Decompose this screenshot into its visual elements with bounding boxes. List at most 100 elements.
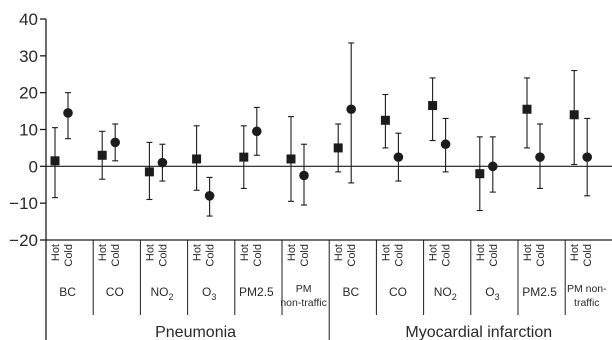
data-point-hot xyxy=(192,125,202,191)
data-point-hot xyxy=(569,70,579,166)
pollutant-label-line2: non-traffic xyxy=(280,297,327,309)
marker-square xyxy=(192,154,202,164)
marker-circle xyxy=(204,191,215,201)
data-point-cold xyxy=(251,106,262,156)
season-label-hot: Hot xyxy=(428,244,440,261)
season-label-hot: Hot xyxy=(333,244,345,261)
pollutant-label: PM2.5 xyxy=(522,285,557,299)
marker-circle xyxy=(346,104,357,115)
pollutant-label-group: BC xyxy=(59,285,76,299)
data-point-cold xyxy=(204,176,215,217)
y-tick-label: −10 xyxy=(9,194,38,213)
season-label-cold: Cold xyxy=(205,244,217,267)
season-label-cold: Cold xyxy=(346,244,358,267)
data-point-cold xyxy=(393,132,404,182)
pollutant-label: BC xyxy=(342,285,359,299)
data-point-hot xyxy=(380,93,390,149)
marker-circle xyxy=(63,108,73,118)
season-label-hot: Hot xyxy=(569,244,581,261)
marker-square xyxy=(50,156,60,166)
data-point-hot xyxy=(333,123,343,173)
data-point-hot xyxy=(239,125,249,189)
season-label-hot: Hot xyxy=(97,244,109,261)
y-tick-label: 10 xyxy=(19,121,38,140)
marker-square xyxy=(522,104,532,114)
marker-square xyxy=(428,101,438,111)
pollutant-label-group: PM non-traffic xyxy=(567,283,607,309)
pollutant-label: NO2 xyxy=(150,285,173,302)
y-tick-label: 20 xyxy=(19,84,38,103)
season-label-hot: Hot xyxy=(144,244,156,261)
pollutant-label-main: O xyxy=(485,285,494,299)
pollutant-label-group: BC xyxy=(342,285,359,299)
pollutant-label-group: CO xyxy=(106,285,124,299)
data-point-hot xyxy=(428,77,438,142)
marker-square xyxy=(569,110,579,120)
marker-circle xyxy=(251,126,262,137)
pollutant-label-group: PM2.5 xyxy=(239,285,274,299)
season-label-cold: Cold xyxy=(299,244,311,267)
season-label-cold: Cold xyxy=(157,244,169,267)
season-label-hot: Hot xyxy=(239,244,251,261)
pollutant-label: PM2.5 xyxy=(239,285,274,299)
pollutant-label-subscript: 2 xyxy=(452,292,457,302)
data-point-cold xyxy=(63,92,73,140)
season-label-cold: Cold xyxy=(63,244,75,267)
pollutant-label-group: CO xyxy=(389,285,407,299)
season-label-cold: Cold xyxy=(582,244,594,267)
data-point-hot xyxy=(286,116,296,202)
pollutant-label-line2: traffic xyxy=(574,297,599,309)
data-point-cold xyxy=(535,123,545,189)
outcome-label: Pneumonia xyxy=(155,324,236,340)
pollutant-label-group: O3 xyxy=(202,285,216,302)
data-point-cold xyxy=(488,136,498,193)
marker-square xyxy=(475,169,485,179)
data-point-cold xyxy=(299,143,309,206)
pollutant-label-main: NO xyxy=(434,285,452,299)
season-label-cold: Cold xyxy=(535,244,547,267)
season-label-hot: Hot xyxy=(286,244,298,261)
pollutant-label: O3 xyxy=(202,285,216,302)
pollutant-label-group: O3 xyxy=(485,285,499,302)
data-point-hot xyxy=(522,77,532,149)
marker-square xyxy=(144,167,154,177)
pollutant-label: CO xyxy=(389,285,407,299)
season-label-cold: Cold xyxy=(393,244,405,267)
marker-circle xyxy=(535,152,545,162)
data-point-cold xyxy=(110,123,120,162)
data-point-hot xyxy=(97,130,107,180)
pollutant-label-subscript: 2 xyxy=(168,292,173,302)
marker-circle xyxy=(488,161,498,172)
marker-square xyxy=(286,154,296,164)
pollutant-label-group: PM2.5 xyxy=(522,285,557,299)
pollutant-label: CO xyxy=(106,285,124,299)
pollutant-label-subscript: 3 xyxy=(211,292,216,302)
season-label-hot: Hot xyxy=(522,244,534,261)
season-label-cold: Cold xyxy=(252,244,264,267)
marker-square xyxy=(380,115,390,125)
marker-square xyxy=(333,143,343,153)
data-point-hot xyxy=(144,141,154,201)
marker-circle xyxy=(157,157,168,168)
pollutant-label-group: NO2 xyxy=(434,285,457,302)
y-tick-label: 40 xyxy=(19,10,38,29)
marker-circle xyxy=(299,170,309,181)
marker-circle xyxy=(440,139,451,150)
season-label-hot: Hot xyxy=(192,244,204,261)
season-label-cold: Cold xyxy=(110,244,122,267)
marker-square xyxy=(97,150,107,160)
data-point-cold xyxy=(157,143,168,182)
data-point-hot xyxy=(50,127,60,199)
pollutant-label-main: NO xyxy=(150,285,168,299)
season-label-cold: Cold xyxy=(441,244,453,267)
pollutant-label-group: PM non-traffic xyxy=(280,283,327,309)
data-point-hot xyxy=(475,136,485,212)
pollutant-label: NO2 xyxy=(434,285,457,302)
y-tick-label: 30 xyxy=(19,47,38,66)
marker-circle xyxy=(110,137,120,148)
pollutant-label-subscript: 3 xyxy=(495,292,500,302)
season-label-cold: Cold xyxy=(488,244,500,267)
data-point-cold xyxy=(346,42,357,184)
